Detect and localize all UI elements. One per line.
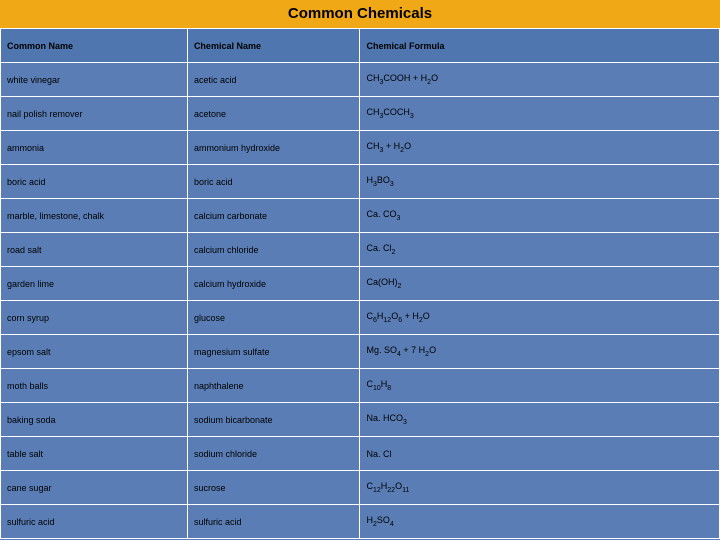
cell-common-name: baking soda [1,403,188,437]
cell-chemical-name: sulfuric acid [187,505,360,539]
cell-chemical-formula: CH3COOH + H2O [360,63,720,97]
col-chemical-name: Chemical Name [187,29,360,63]
cell-chemical-formula: Mg. SO4 + 7 H2O [360,335,720,369]
col-chemical-formula: Chemical Formula [360,29,720,63]
cell-common-name: nail polish remover [1,97,188,131]
table-row: nail polish removeracetoneCH3COCH3 [1,97,720,131]
cell-chemical-formula: Ca. CO3 [360,199,720,233]
table-header-row: Common Name Chemical Name Chemical Formu… [1,29,720,63]
cell-chemical-name: magnesium sulfate [187,335,360,369]
cell-chemical-formula: H2SO4 [360,505,720,539]
cell-chemical-name: boric acid [187,165,360,199]
cell-chemical-formula: Ca(OH)2 [360,267,720,301]
cell-common-name: road salt [1,233,188,267]
cell-common-name: garden lime [1,267,188,301]
cell-chemical-formula: H3BO3 [360,165,720,199]
cell-chemical-name: ammonium hydroxide [187,131,360,165]
table-row: road saltcalcium chlorideCa. Cl2 [1,233,720,267]
cell-common-name: marble, limestone, chalk [1,199,188,233]
chemicals-table: Common Name Chemical Name Chemical Formu… [0,28,720,539]
table-row: cane sugarsucroseC12H22O11 [1,471,720,505]
cell-common-name: boric acid [1,165,188,199]
cell-chemical-formula: C12H22O11 [360,471,720,505]
cell-chemical-formula: Na. HCO3 [360,403,720,437]
table-row: table saltsodium chlorideNa. Cl [1,437,720,471]
table-row: corn syrupglucoseC6H12O6 + H2O [1,301,720,335]
cell-common-name: white vinegar [1,63,188,97]
cell-chemical-name: calcium chloride [187,233,360,267]
cell-chemical-name: acetic acid [187,63,360,97]
cell-chemical-name: naphthalene [187,369,360,403]
page-title: Common Chemicals [0,0,720,28]
cell-chemical-name: acetone [187,97,360,131]
cell-common-name: ammonia [1,131,188,165]
cell-common-name: corn syrup [1,301,188,335]
cell-chemical-name: sodium bicarbonate [187,403,360,437]
cell-chemical-name: glucose [187,301,360,335]
cell-chemical-formula: C10H8 [360,369,720,403]
cell-common-name: sulfuric acid [1,505,188,539]
table-row: sulfuric acidsulfuric acidH2SO4 [1,505,720,539]
table-row: baking sodasodium bicarbonateNa. HCO3 [1,403,720,437]
table-row: garden limecalcium hydroxideCa(OH)2 [1,267,720,301]
cell-chemical-formula: Na. Cl [360,437,720,471]
cell-chemical-formula: CH3 + H2O [360,131,720,165]
table-row: moth ballsnaphthaleneC10H8 [1,369,720,403]
cell-chemical-formula: C6H12O6 + H2O [360,301,720,335]
cell-chemical-formula: Ca. Cl2 [360,233,720,267]
table-row: white vinegaracetic acidCH3COOH + H2O [1,63,720,97]
cell-common-name: table salt [1,437,188,471]
table-row: ammoniaammonium hydroxideCH3 + H2O [1,131,720,165]
cell-chemical-name: sucrose [187,471,360,505]
cell-chemical-name: sodium chloride [187,437,360,471]
table-row: epsom saltmagnesium sulfateMg. SO4 + 7 H… [1,335,720,369]
cell-common-name: epsom salt [1,335,188,369]
cell-chemical-name: calcium carbonate [187,199,360,233]
cell-common-name: moth balls [1,369,188,403]
col-common-name: Common Name [1,29,188,63]
table-container: Common Name Chemical Name Chemical Formu… [0,28,720,539]
cell-common-name: cane sugar [1,471,188,505]
table-row: boric acidboric acidH3BO3 [1,165,720,199]
cell-chemical-name: calcium hydroxide [187,267,360,301]
table-row: marble, limestone, chalkcalcium carbonat… [1,199,720,233]
table-body: white vinegaracetic acidCH3COOH + H2Onai… [1,63,720,539]
cell-chemical-formula: CH3COCH3 [360,97,720,131]
